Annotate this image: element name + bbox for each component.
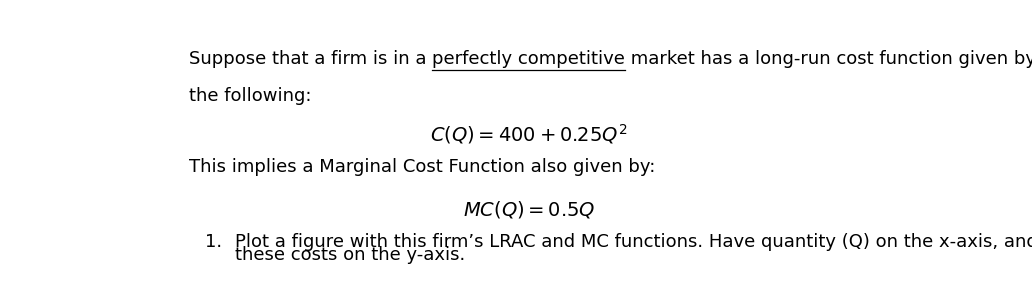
- Text: the following:: the following:: [189, 87, 312, 105]
- Text: $\mathit{C(Q) = 400 + 0.25Q^2}$: $\mathit{C(Q) = 400 + 0.25Q^2}$: [430, 122, 627, 146]
- Text: these costs on the y-axis.: these costs on the y-axis.: [235, 246, 465, 264]
- Text: market has a long-run cost function given by: market has a long-run cost function give…: [625, 50, 1032, 68]
- Text: 1.: 1.: [205, 233, 222, 251]
- Text: This implies a Marginal Cost Function also given by:: This implies a Marginal Cost Function al…: [189, 158, 655, 176]
- Text: Plot a figure with this firm’s LRAC and MC functions. Have quantity (Q) on the x: Plot a figure with this firm’s LRAC and …: [235, 233, 1032, 251]
- Text: perfectly competitive: perfectly competitive: [432, 50, 625, 68]
- Text: $\mathit{MC(Q) = 0.5Q}$: $\mathit{MC(Q) = 0.5Q}$: [462, 200, 595, 221]
- Text: Suppose that a firm is in a: Suppose that a firm is in a: [189, 50, 432, 68]
